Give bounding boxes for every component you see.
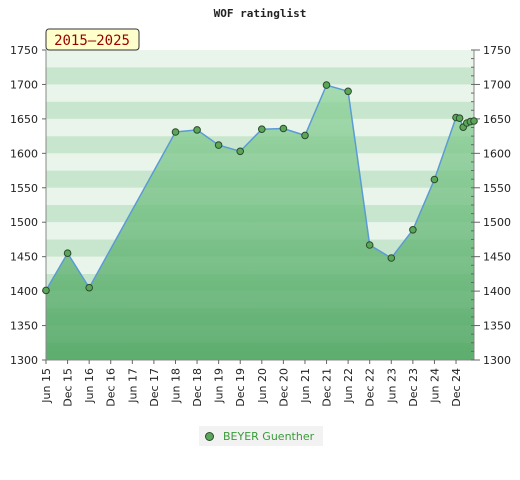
data-point bbox=[42, 286, 50, 295]
x-tick-label: Dec 18 bbox=[191, 368, 204, 407]
data-point bbox=[322, 81, 331, 89]
y-tick-label-left: 1550 bbox=[10, 182, 38, 195]
legend: BEYER Guenther bbox=[199, 426, 323, 446]
y-tick-label-left: 1300 bbox=[10, 354, 38, 367]
x-tick-label: Jun 15 bbox=[40, 368, 53, 404]
series-area bbox=[46, 85, 474, 360]
x-tick-label: Dec 19 bbox=[234, 368, 247, 407]
period-label: 2015–2025 bbox=[54, 33, 130, 49]
x-tick-label: Jun 22 bbox=[342, 368, 355, 404]
y-tick-label-right: 1350 bbox=[483, 320, 511, 333]
y-tick-label-left: 1400 bbox=[10, 285, 38, 298]
area-fill bbox=[45, 84, 475, 360]
y-tick-label-left: 1650 bbox=[10, 113, 38, 126]
y-tick-label-left: 1750 bbox=[10, 44, 38, 57]
x-tick-label: Jun 23 bbox=[385, 368, 398, 404]
data-point bbox=[470, 117, 478, 125]
x-tick-label: Jun 16 bbox=[83, 368, 96, 404]
data-point bbox=[171, 128, 180, 136]
background-band bbox=[46, 84, 474, 102]
y-tick-label-right: 1700 bbox=[483, 78, 511, 91]
x-tick-label: Jun 21 bbox=[299, 368, 312, 404]
y-tick-label-right: 1650 bbox=[483, 113, 511, 126]
x-tick-label: Dec 21 bbox=[321, 368, 334, 407]
data-point bbox=[63, 249, 72, 257]
background-band bbox=[46, 50, 474, 68]
data-point bbox=[365, 241, 374, 249]
data-point bbox=[236, 147, 244, 156]
y-tick-label-right: 1600 bbox=[483, 147, 511, 160]
x-tick-label: Dec 20 bbox=[277, 368, 290, 407]
y-tick-label-right: 1750 bbox=[483, 44, 511, 57]
legend-marker-icon bbox=[205, 431, 214, 441]
x-tick-label: Dec 24 bbox=[450, 368, 463, 407]
x-tick-label: Jun 18 bbox=[169, 368, 182, 404]
background-band bbox=[46, 67, 474, 85]
x-tick-label: Dec 23 bbox=[407, 368, 420, 407]
y-tick-label-right: 1450 bbox=[483, 251, 511, 264]
y-tick-label-left: 1500 bbox=[10, 216, 38, 229]
data-point bbox=[409, 226, 417, 234]
x-tick-label: Jun 24 bbox=[428, 368, 441, 404]
y-tick-label-left: 1350 bbox=[10, 320, 38, 333]
background-band bbox=[46, 101, 474, 119]
x-tick-label: Dec 22 bbox=[364, 368, 377, 407]
data-point bbox=[387, 254, 396, 262]
data-point bbox=[430, 175, 439, 184]
x-tick-label: Dec 17 bbox=[148, 368, 161, 407]
data-point bbox=[193, 126, 201, 134]
period-label-box: 2015–2025 bbox=[45, 28, 140, 51]
data-point bbox=[85, 283, 93, 292]
data-markers bbox=[42, 81, 478, 295]
y-tick-label-left: 1700 bbox=[10, 78, 38, 91]
axes: 1300 1300 1350 1350 1400 1400 1450 1450 1500 1500… bbox=[10, 44, 511, 407]
y-tick-label-right: 1400 bbox=[483, 285, 511, 298]
legend-label: BEYER Guenther bbox=[223, 429, 315, 443]
data-point bbox=[214, 141, 223, 149]
x-tick-label: Jun 17 bbox=[126, 368, 139, 404]
y-tick-label-right: 1300 bbox=[483, 354, 511, 367]
x-tick-label: Jun 20 bbox=[256, 368, 269, 404]
y-tick-label-left: 1450 bbox=[10, 251, 38, 264]
chart-title: WOF ratinglist bbox=[214, 7, 307, 20]
data-point bbox=[279, 124, 288, 133]
data-point bbox=[301, 131, 309, 140]
series-line bbox=[45, 84, 475, 291]
x-tick-label: Jun 19 bbox=[213, 368, 226, 404]
y-tick-label-right: 1500 bbox=[483, 216, 511, 229]
x-tick-label: Dec 15 bbox=[62, 368, 75, 407]
data-point bbox=[455, 114, 464, 122]
y-tick-label-left: 1600 bbox=[10, 147, 38, 160]
y-tick-label-right: 1550 bbox=[483, 182, 511, 195]
data-point bbox=[258, 125, 266, 133]
data-point bbox=[344, 87, 352, 96]
x-tick-label: Dec 16 bbox=[105, 368, 118, 407]
